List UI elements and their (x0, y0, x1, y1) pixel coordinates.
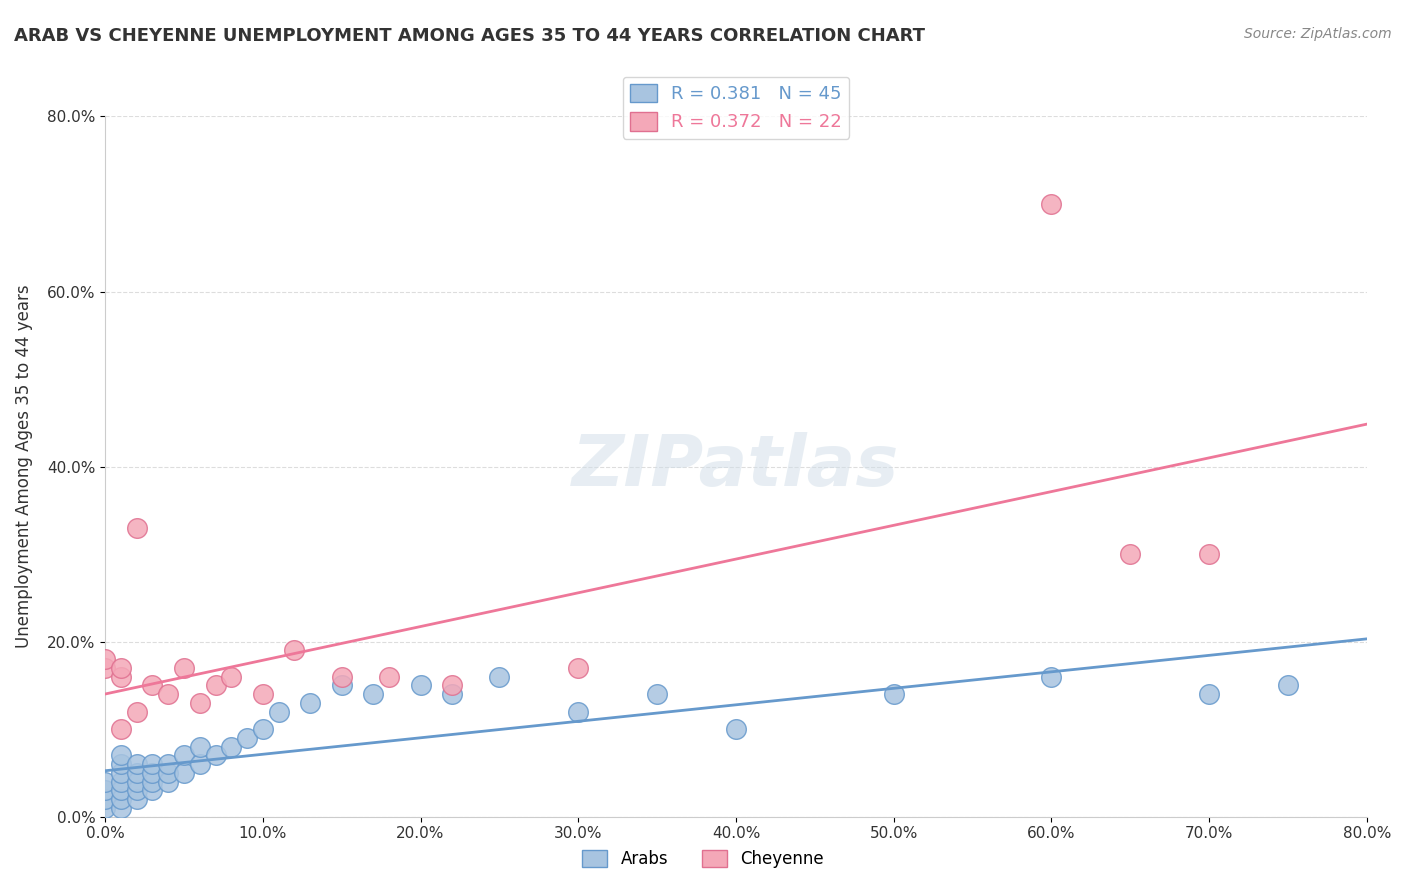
Point (94, 661, 117, 675)
Point (173, 661, 195, 675)
Point (110, 757, 132, 772)
Point (173, 748, 195, 763)
Point (330, 678, 353, 692)
Point (125, 705, 148, 719)
Point (441, 687, 464, 701)
Point (125, 783, 148, 797)
Point (94, 783, 117, 797)
Point (157, 765, 180, 780)
Point (204, 748, 226, 763)
Point (330, 669, 353, 683)
Point (1040, 197, 1063, 211)
Point (1277, 678, 1299, 692)
Point (252, 722, 274, 736)
Point (1198, 687, 1220, 701)
Point (141, 765, 163, 780)
Point (94, 792, 117, 806)
Point (110, 669, 132, 683)
Point (125, 792, 148, 806)
Point (252, 687, 274, 701)
Point (94, 652, 117, 666)
Point (409, 678, 432, 692)
Point (110, 748, 132, 763)
Point (125, 521, 148, 535)
Point (125, 774, 148, 789)
Point (141, 678, 163, 692)
Point (361, 687, 384, 701)
Point (219, 739, 242, 754)
Point (219, 669, 242, 683)
Point (157, 687, 180, 701)
Point (110, 801, 132, 815)
Point (94, 801, 117, 815)
Point (141, 783, 163, 797)
Text: ZIPatlas: ZIPatlas (572, 432, 900, 501)
Point (125, 765, 148, 780)
Point (173, 765, 195, 780)
Point (1040, 669, 1063, 683)
Point (441, 678, 464, 692)
Legend: Arabs, Cheyenne: Arabs, Cheyenne (575, 843, 831, 875)
Point (110, 783, 132, 797)
Point (299, 696, 322, 710)
Point (94, 774, 117, 789)
Point (567, 661, 589, 675)
Point (110, 722, 132, 736)
Point (1119, 547, 1142, 561)
Text: ARAB VS CHEYENNE UNEMPLOYMENT AMONG AGES 35 TO 44 YEARS CORRELATION CHART: ARAB VS CHEYENNE UNEMPLOYMENT AMONG AGES… (14, 27, 925, 45)
Point (1198, 547, 1220, 561)
Point (141, 757, 163, 772)
Point (188, 696, 211, 710)
Y-axis label: Unemployment Among Ages 35 to 44 years: Unemployment Among Ages 35 to 44 years (15, 285, 32, 648)
Point (724, 722, 747, 736)
Point (125, 757, 148, 772)
Text: Source: ZipAtlas.com: Source: ZipAtlas.com (1244, 27, 1392, 41)
Point (110, 792, 132, 806)
Point (267, 705, 290, 719)
Point (188, 739, 211, 754)
Point (110, 661, 132, 675)
Point (488, 669, 510, 683)
Point (645, 687, 668, 701)
Point (188, 757, 211, 772)
Point (567, 705, 589, 719)
Point (204, 678, 226, 692)
Point (883, 687, 905, 701)
Point (110, 774, 132, 789)
Point (283, 643, 305, 657)
Point (157, 774, 180, 789)
Point (157, 757, 180, 772)
Point (236, 731, 259, 745)
Legend: R = 0.381   N = 45, R = 0.372   N = 22: R = 0.381 N = 45, R = 0.372 N = 22 (623, 77, 849, 138)
Point (378, 669, 401, 683)
Point (141, 774, 163, 789)
Point (110, 765, 132, 780)
